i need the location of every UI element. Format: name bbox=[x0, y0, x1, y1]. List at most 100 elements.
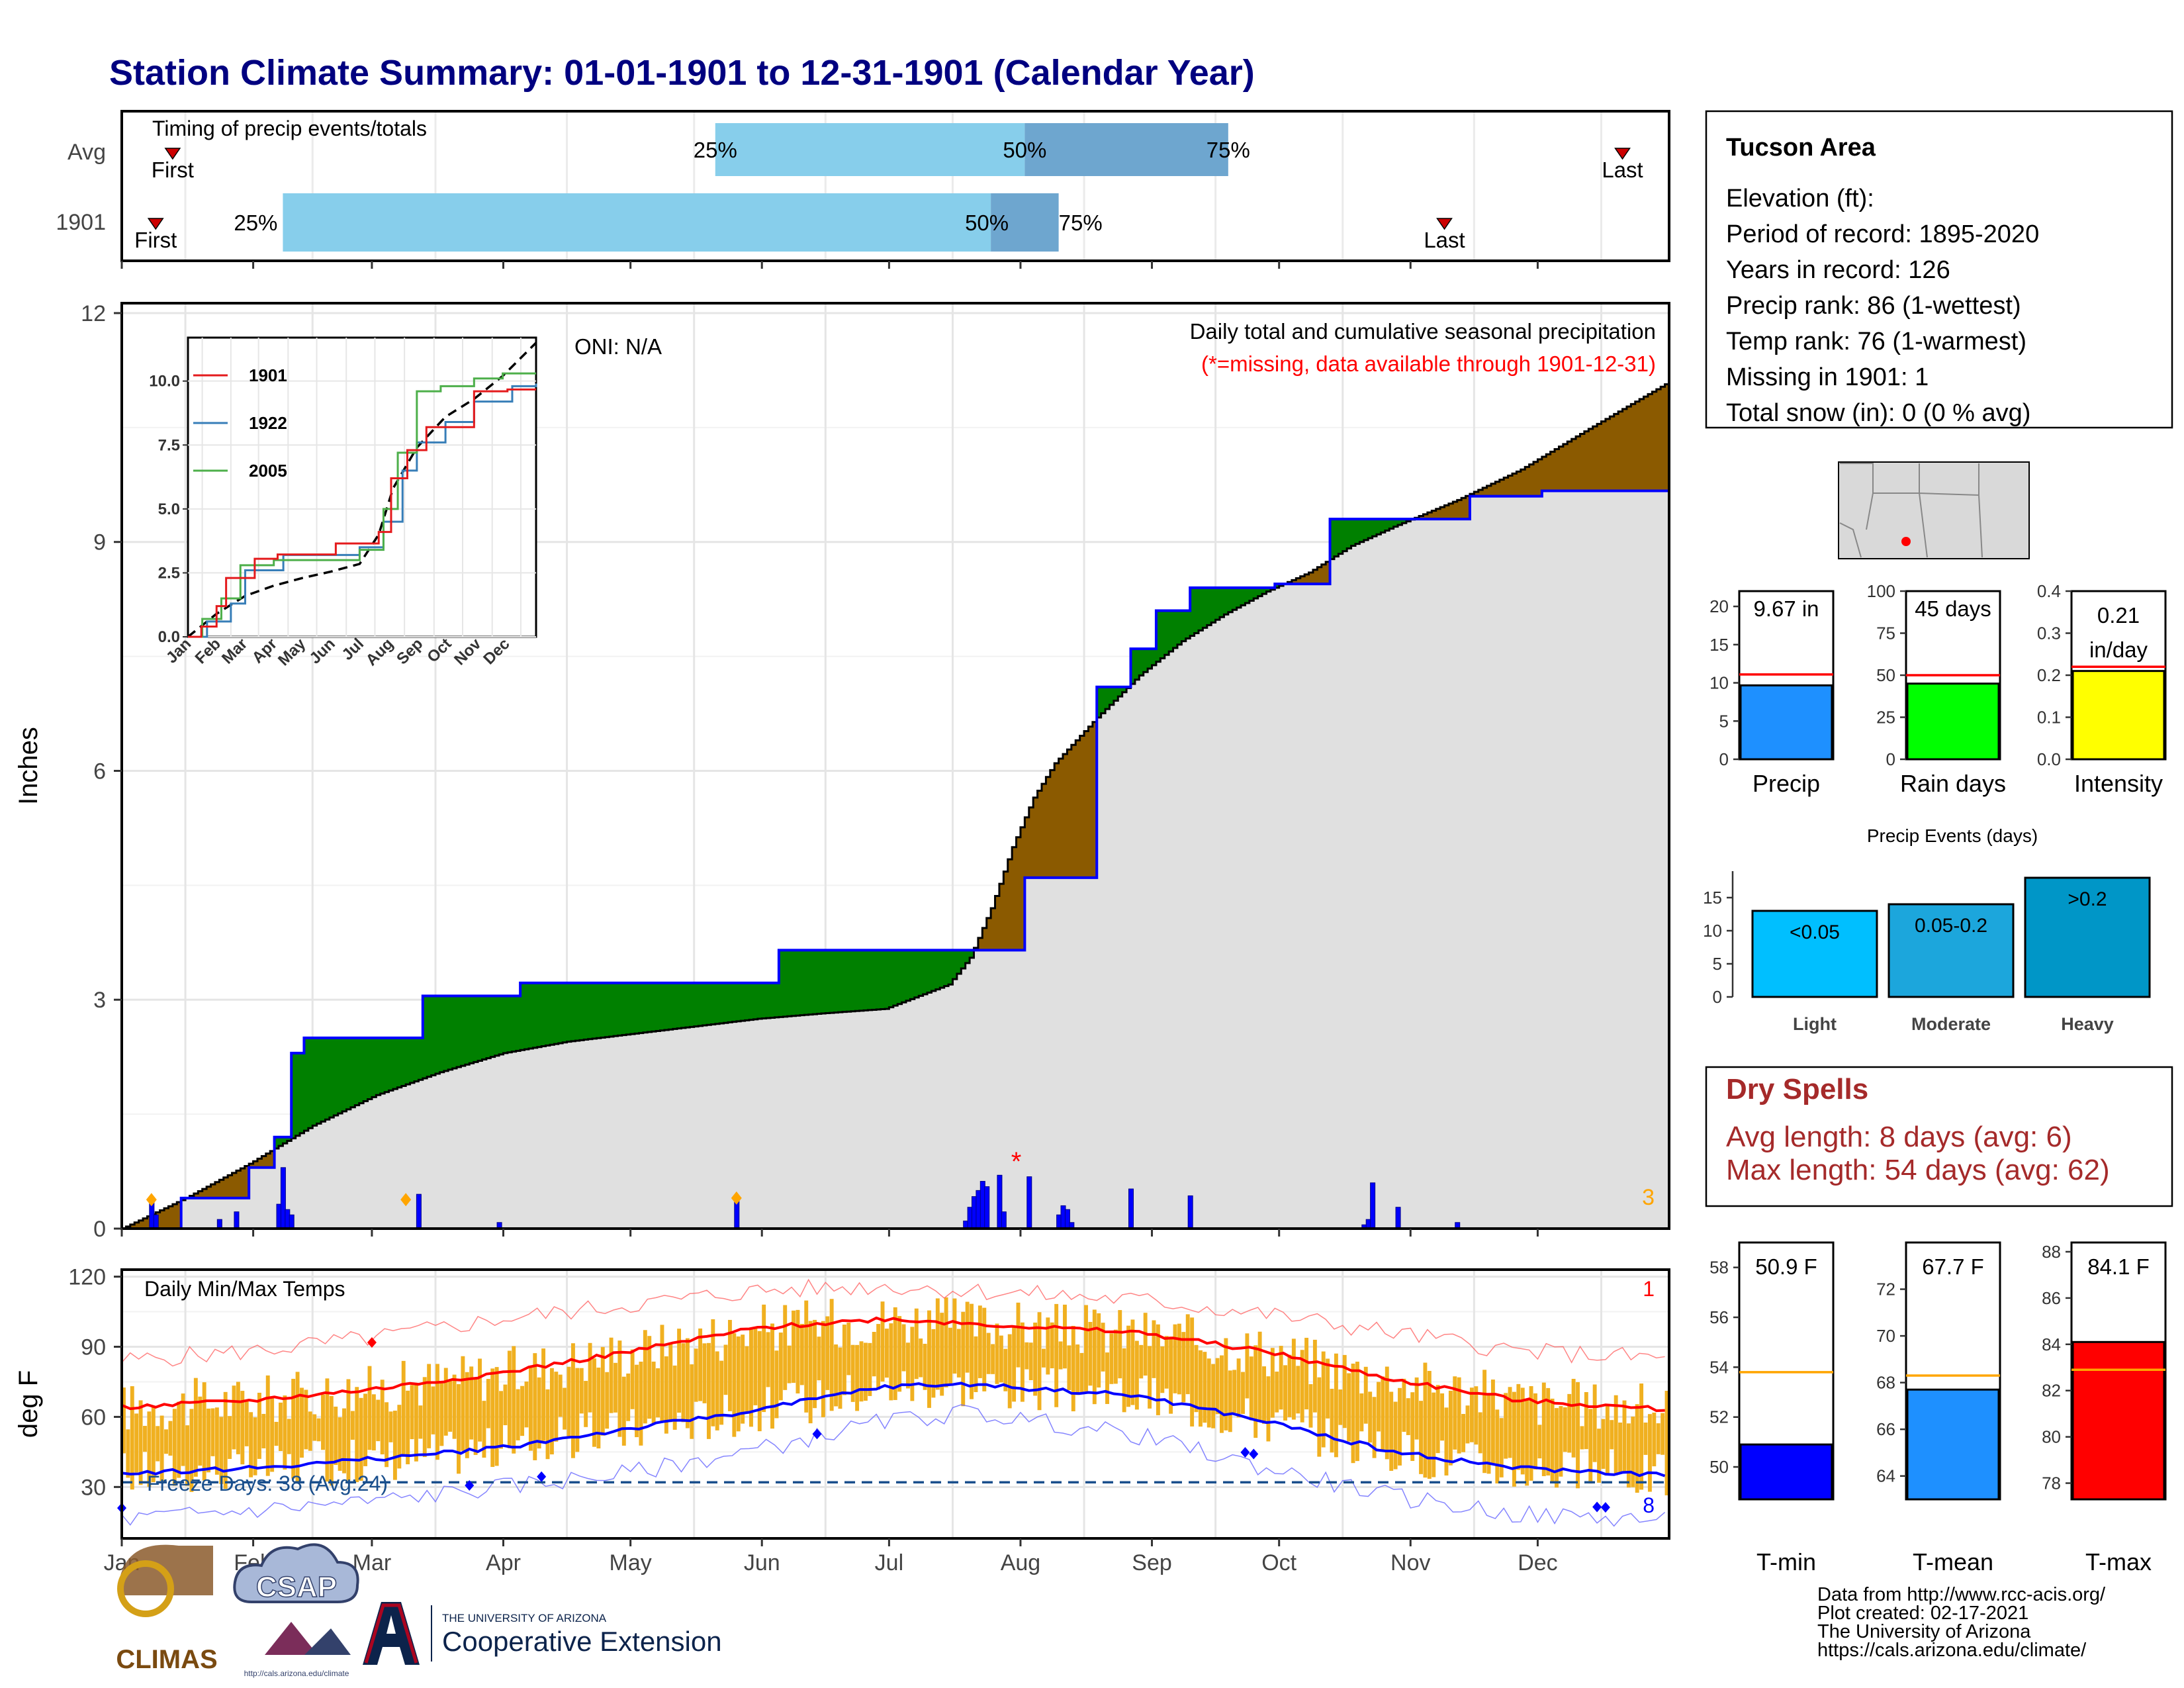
daily-temp-bar bbox=[1304, 1337, 1309, 1410]
inset-lines bbox=[187, 342, 537, 638]
daily-temp-bar bbox=[126, 1429, 130, 1478]
daily-temp-bar bbox=[1474, 1386, 1479, 1445]
daily-temp-bar bbox=[1296, 1366, 1300, 1414]
timing-label-p50: 50% bbox=[1003, 138, 1046, 162]
daily-temp-bar bbox=[727, 1319, 732, 1411]
daily-temp-bar bbox=[537, 1377, 541, 1449]
precip-header: Daily total and cumulative seasonal prec… bbox=[1190, 319, 1656, 344]
daily-temp-bar bbox=[1533, 1393, 1537, 1470]
timing-marker-icon bbox=[164, 148, 181, 160]
daily-temp-bar bbox=[371, 1394, 376, 1451]
daily-temp-bar bbox=[749, 1329, 753, 1427]
daily-temp-bar bbox=[1152, 1320, 1156, 1378]
daily-temp-bar bbox=[1351, 1363, 1355, 1464]
daily-temp-bar bbox=[1529, 1386, 1533, 1481]
ua-a-outline-icon bbox=[364, 1603, 418, 1664]
freeze-days-label: Freeze Days: 38 (Avg:24) bbox=[147, 1472, 388, 1495]
daily-temp-bar bbox=[206, 1408, 211, 1473]
record-low-marker bbox=[812, 1429, 822, 1440]
station-line-period: Period of record: 1895-2020 bbox=[1726, 220, 2039, 248]
daily-temp-bar bbox=[443, 1368, 448, 1436]
daily-temp-bar bbox=[359, 1397, 363, 1481]
daily-temp-bar bbox=[1563, 1407, 1567, 1452]
daily-temp-bar bbox=[897, 1316, 902, 1392]
daily-temp-bar bbox=[1504, 1393, 1508, 1459]
summary-ytick-label: 88 bbox=[2042, 1242, 2061, 1262]
daily-temp-bar bbox=[1024, 1342, 1029, 1370]
daily-temp-bar bbox=[1601, 1419, 1606, 1469]
average-max-line bbox=[121, 1316, 1665, 1413]
daily-temp-bar bbox=[732, 1333, 737, 1437]
summary-value-label: 67.7 F bbox=[1922, 1254, 1984, 1279]
daily-temp-bar bbox=[694, 1348, 698, 1402]
daily-temp-bar bbox=[392, 1411, 397, 1480]
daily-temp-bar bbox=[821, 1321, 825, 1417]
daily-temp-bar bbox=[1236, 1358, 1241, 1418]
daily-temp-bar bbox=[567, 1366, 571, 1438]
summary-ytick-label: 58 bbox=[1709, 1258, 1729, 1278]
daily-temp-bar bbox=[1419, 1401, 1423, 1474]
daily-temp-bar bbox=[1639, 1383, 1644, 1490]
daily-temp-bar bbox=[698, 1328, 703, 1401]
csap-mountain-icon bbox=[265, 1622, 318, 1655]
daily-temp-bar bbox=[664, 1356, 668, 1434]
inset-legend-label: 2005 bbox=[249, 461, 287, 481]
daily-temp-bar bbox=[325, 1378, 330, 1482]
daily-temp-bar bbox=[817, 1336, 821, 1381]
inset-ytick-label: 5.0 bbox=[158, 500, 180, 518]
daily-temp-bar bbox=[304, 1389, 308, 1450]
daily-temp-bar bbox=[321, 1394, 325, 1450]
daily-temp-bar bbox=[533, 1353, 537, 1460]
daily-temp-bar bbox=[1389, 1391, 1394, 1471]
precip-events-ytick-label: 15 bbox=[1703, 888, 1722, 908]
month-axis: Jan Feb Mar Apr May Jun Jul Aug Sep Oct Nov Dec bbox=[104, 1538, 1558, 1575]
daily-temp-bar bbox=[1414, 1377, 1419, 1440]
temp-ytick-label: 30 bbox=[81, 1475, 106, 1500]
temp-frame bbox=[120, 1268, 1670, 1540]
precip-events-category: Light bbox=[1793, 1014, 1837, 1034]
daily-temp-bar bbox=[397, 1405, 402, 1469]
daily-temp-bar bbox=[1588, 1409, 1593, 1484]
month-label: Jul bbox=[875, 1550, 903, 1575]
precip-y-axis: 0 3 6 9 12 bbox=[81, 301, 1539, 1242]
daily-temp-bar bbox=[715, 1351, 719, 1430]
daily-temp-bar bbox=[1232, 1370, 1237, 1413]
daily-temp-bar bbox=[757, 1331, 762, 1432]
daily-temp-bar bbox=[736, 1336, 741, 1432]
daily-temp-bar bbox=[1287, 1354, 1292, 1417]
precip-events-bar bbox=[2024, 876, 2151, 998]
daily-temp-bar bbox=[363, 1393, 368, 1466]
ua-small-text: THE UNIVERSITY OF ARIZONA bbox=[442, 1612, 607, 1624]
daily-temp-bar bbox=[1033, 1323, 1038, 1396]
daily-temp-bar bbox=[783, 1305, 788, 1390]
daily-temp-bar bbox=[554, 1372, 559, 1442]
daily-temp-bar bbox=[486, 1379, 490, 1429]
daily-temp-bar bbox=[1198, 1350, 1203, 1427]
precip-daily-bars bbox=[146, 1167, 1461, 1229]
daily-temp-bar bbox=[639, 1362, 643, 1446]
daily-precip-bar bbox=[289, 1214, 295, 1229]
timing-label-p25: 25% bbox=[234, 211, 277, 235]
daily-temp-bar bbox=[1270, 1348, 1275, 1418]
daily-temp-bar bbox=[1440, 1393, 1445, 1441]
timing-label-p75: 75% bbox=[1059, 211, 1103, 235]
inset-series-2005 bbox=[188, 372, 536, 638]
summary-ytick-label: 0 bbox=[1886, 749, 1895, 769]
summary-value-label: 45 days bbox=[1915, 596, 1991, 621]
summary-ytick-label: 84 bbox=[2042, 1335, 2061, 1354]
daily-temp-bar bbox=[1656, 1423, 1661, 1454]
ua-big-text: Cooperative Extension bbox=[442, 1626, 722, 1657]
daily-temp-bar bbox=[274, 1421, 279, 1446]
month-label: Dec bbox=[1518, 1550, 1557, 1575]
summary-ytick-label: 0.2 bbox=[2037, 665, 2061, 685]
above-average-area bbox=[181, 519, 1415, 1200]
daily-temp-bar bbox=[253, 1417, 257, 1476]
precip-events-category: Moderate bbox=[1911, 1014, 1991, 1034]
summary-ytick-label: 64 bbox=[1876, 1466, 1895, 1486]
daily-temp-bar bbox=[1592, 1384, 1597, 1462]
temp-ytick-label: 90 bbox=[81, 1335, 106, 1360]
timing-marker-icon bbox=[1436, 218, 1453, 230]
month-label: Jun bbox=[744, 1550, 780, 1575]
daily-temp-bar bbox=[1088, 1321, 1093, 1386]
